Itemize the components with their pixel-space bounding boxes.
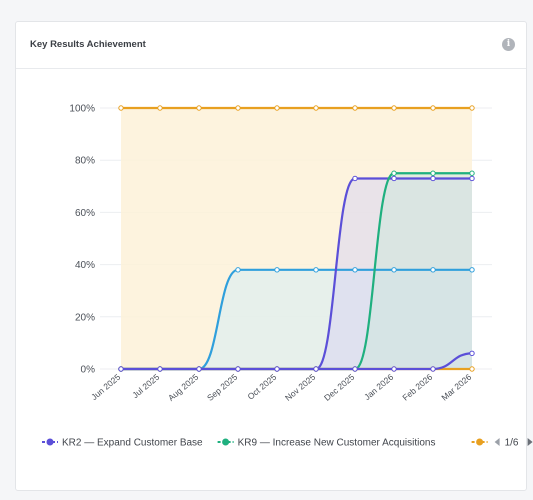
x-tick-label: Dec 2025 [322, 372, 357, 403]
data-point[interactable] [430, 170, 436, 176]
data-point[interactable] [313, 267, 319, 273]
series-area [121, 173, 472, 369]
data-point[interactable] [430, 366, 436, 372]
data-point[interactable] [469, 366, 475, 372]
data-point[interactable] [430, 175, 436, 182]
y-tick-label: 100% [69, 104, 95, 115]
data-point[interactable] [469, 105, 475, 111]
x-tick-label: Mar 2026 [439, 372, 473, 403]
x-tick-label: Nov 2025 [283, 372, 318, 403]
y-tick-label: 20% [75, 312, 95, 323]
legend-next-icon[interactable] [527, 438, 533, 446]
data-point[interactable] [469, 175, 475, 182]
data-point[interactable] [313, 366, 319, 372]
data-point[interactable] [157, 366, 163, 372]
data-point[interactable] [469, 267, 475, 273]
data-point[interactable] [118, 366, 124, 372]
data-point[interactable] [391, 105, 397, 111]
legend-marker-dot [222, 438, 230, 446]
data-point[interactable] [235, 267, 241, 273]
data-point[interactable] [352, 267, 358, 273]
card-header: Key Results Achievement i [16, 22, 526, 69]
data-point[interactable] [157, 105, 163, 111]
x-tick-label: Sep 2025 [205, 372, 240, 403]
y-tick-label: 60% [75, 208, 95, 219]
data-point[interactable] [352, 366, 358, 372]
data-point[interactable] [352, 175, 358, 182]
data-point[interactable] [391, 170, 397, 176]
info-icon[interactable]: i [502, 38, 515, 51]
legend-label[interactable]: KR2 — Expand Customer Base [62, 438, 203, 449]
legend-marker-dot [476, 438, 484, 446]
legend-page-indicator: 1/6 [505, 438, 519, 449]
x-tick-label: Jan 2026 [362, 372, 395, 402]
data-point[interactable] [118, 105, 124, 111]
data-point[interactable] [391, 267, 397, 273]
data-point[interactable] [430, 267, 436, 273]
legend-label[interactable]: KR9 — Increase New Customer Acquisitions [238, 438, 436, 449]
x-tick-label: Feb 2026 [400, 372, 434, 403]
data-point[interactable] [235, 105, 241, 111]
data-point[interactable] [313, 105, 319, 111]
data-point[interactable] [196, 366, 202, 372]
data-point[interactable] [235, 366, 241, 372]
legend-prev-icon[interactable] [494, 438, 500, 446]
data-point[interactable] [430, 105, 436, 111]
data-point[interactable] [469, 350, 475, 357]
data-point[interactable] [274, 366, 280, 372]
y-tick-label: 0% [81, 365, 96, 376]
x-tick-label: Jul 2025 [130, 372, 161, 400]
data-point[interactable] [469, 170, 475, 176]
data-point[interactable] [274, 267, 280, 273]
data-point[interactable] [274, 105, 280, 111]
legend-marker-dot [46, 438, 54, 446]
x-tick-label: Jun 2025 [89, 372, 122, 402]
series-line [121, 268, 472, 371]
x-tick-label: Aug 2025 [166, 372, 201, 403]
data-point[interactable] [196, 105, 202, 111]
y-tick-label: 80% [75, 156, 95, 167]
data-point[interactable] [352, 105, 358, 111]
card-title: Key Results Achievement [30, 39, 146, 50]
y-tick-label: 40% [75, 260, 95, 271]
data-point[interactable] [391, 366, 397, 372]
data-point[interactable] [391, 175, 397, 182]
x-tick-label: Oct 2025 [245, 372, 278, 402]
